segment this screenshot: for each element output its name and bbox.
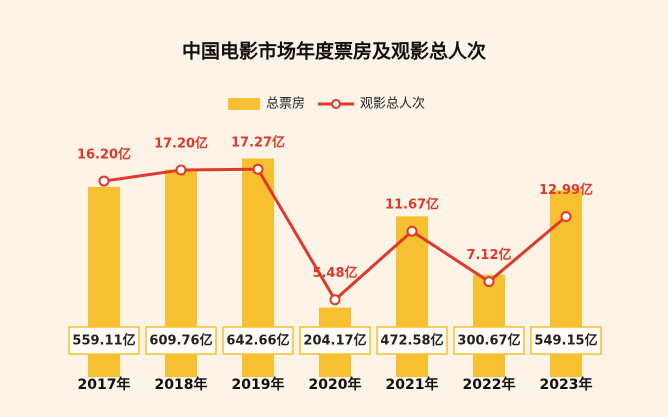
- value-box: [299, 326, 371, 355]
- data-label: 642.66亿: [226, 333, 289, 349]
- line-marker: [98, 175, 110, 187]
- value-box: [453, 326, 525, 355]
- data-label: 11.67亿: [385, 197, 439, 213]
- line-marker: [329, 294, 341, 306]
- data-label: 472.58亿: [380, 333, 443, 349]
- value-box: [145, 326, 217, 355]
- data-label: 17.20亿: [154, 135, 208, 151]
- data-label: 16.20亿: [77, 147, 131, 163]
- line-marker: [175, 164, 187, 176]
- data-label: 17.27亿: [231, 135, 285, 151]
- value-box: [222, 326, 294, 355]
- line-marker: [560, 211, 572, 223]
- data-label: 549.15亿: [534, 333, 597, 349]
- line-marker: [406, 225, 418, 237]
- x-tick-label: 2021年: [386, 376, 439, 393]
- legend-label: 总票房: [266, 96, 305, 112]
- data-label: 7.12亿: [466, 247, 511, 263]
- data-label: 5.48亿: [312, 265, 357, 281]
- data-label: 12.99亿: [539, 182, 593, 198]
- legend-swatch: [228, 98, 260, 110]
- data-label: 204.17亿: [303, 333, 366, 349]
- x-tick-label: 2022年: [463, 376, 516, 393]
- chart-title: 中国电影市场年度票房及观影总人次: [182, 40, 486, 63]
- x-tick-label: 2018年: [155, 376, 208, 393]
- legend-label: 观影总人次: [360, 96, 425, 112]
- data-label: 559.11亿: [72, 333, 135, 349]
- value-box: [68, 326, 140, 355]
- line-marker: [483, 276, 495, 288]
- x-tick-label: 2023年: [540, 376, 593, 393]
- line-marker: [252, 163, 264, 175]
- x-tick-label: 2020年: [309, 376, 362, 393]
- value-box: [530, 326, 602, 355]
- x-tick-label: 2017年: [78, 376, 131, 393]
- x-tick-label: 2019年: [232, 376, 285, 393]
- value-box: [376, 326, 448, 355]
- bar: [473, 274, 505, 377]
- data-label: 609.76亿: [149, 333, 212, 349]
- legend-marker: [331, 99, 341, 109]
- data-label: 300.67亿: [457, 333, 520, 349]
